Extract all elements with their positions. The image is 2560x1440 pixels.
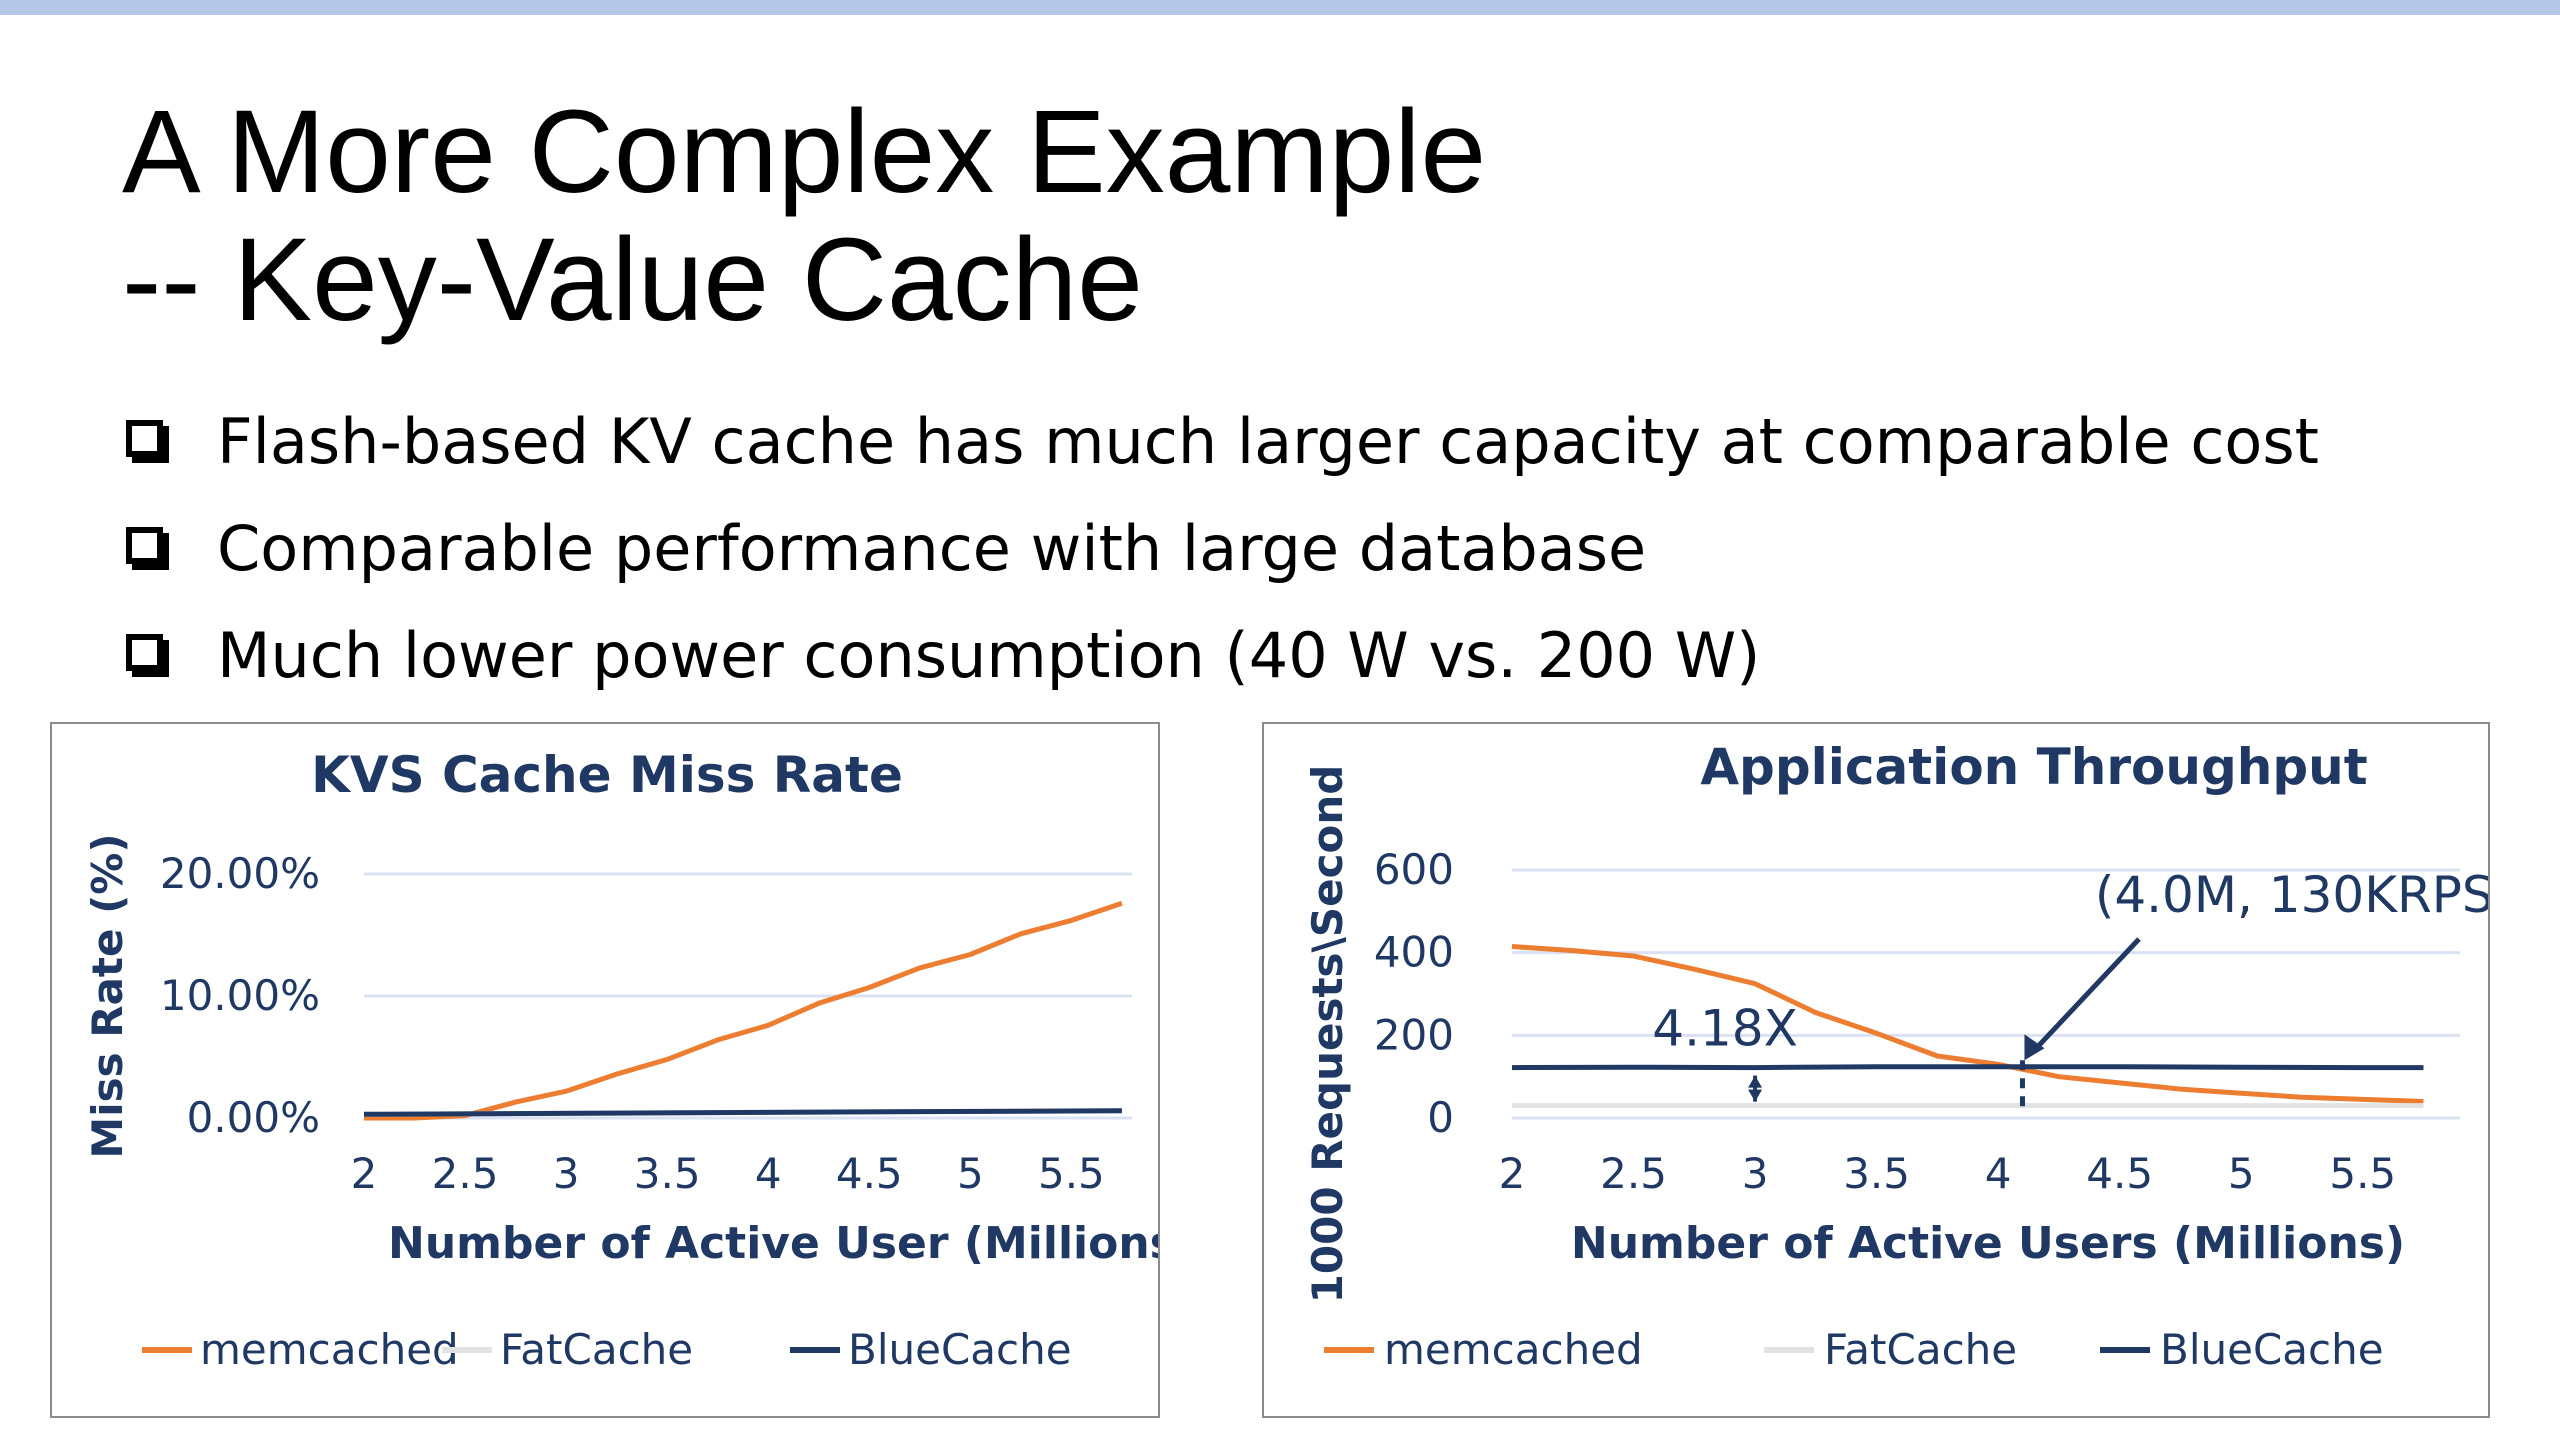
checkbox-bullet-icon: [126, 634, 163, 671]
bullet-item: Much lower power consumption (40 W vs. 2…: [126, 602, 2319, 709]
throughput-chart: Application Throughput 0 200 400 600 2 2.5 3 3.5…: [1262, 722, 2490, 1418]
x-tick-label: 4.5: [2086, 1149, 2153, 1198]
annotation-label: 4.18X: [1652, 1000, 1798, 1058]
bullet-text: Flash-based KV cache has much larger cap…: [217, 405, 2319, 478]
y-tick-label: 0.00%: [187, 1093, 320, 1142]
annotation-gap-arrow-down: [1748, 1089, 1763, 1102]
y-tick-label: 0: [1427, 1093, 1454, 1142]
x-axis-label: Number of Active User (Millions): [388, 1218, 1158, 1269]
x-tick-label: 3.5: [1843, 1149, 1910, 1198]
throughput-chart-svg: Application Throughput 0 200 400 600 2 2.5 3 3.5…: [1303, 738, 2488, 1374]
x-axis-label: Number of Active Users (Millions): [1571, 1218, 2405, 1269]
x-tick-label: 5.5: [2329, 1149, 2396, 1198]
annotation-label: (4.0M, 130KRPS): [2095, 866, 2488, 924]
legend-label: memcached: [1384, 1325, 1643, 1374]
y-tick-label: 400: [1374, 928, 1454, 977]
x-tick-label: 2: [351, 1149, 378, 1198]
series-line-bluecache: [363, 1108, 1122, 1117]
slide-title: A More Complex Example -- Key-Value Cach…: [122, 88, 1486, 344]
legend-label: FatCache: [500, 1325, 693, 1374]
y-tick-label: 10.00%: [160, 971, 320, 1020]
y-tick-label: 20.00%: [160, 849, 320, 898]
y-axis-label: 1000 Requests\Second: [1303, 765, 1352, 1304]
series-line-memcached: [1511, 944, 2424, 1104]
x-tick-label: 4.5: [836, 1149, 903, 1198]
y-tick-label: 200: [1374, 1010, 1454, 1059]
x-tick-label: 2.5: [1600, 1149, 1667, 1198]
accent-bar: [0, 0, 2560, 15]
series-line-memcached: [364, 900, 1123, 1121]
y-axis-label: Miss Rate (%): [83, 833, 132, 1158]
x-tick-label: 4: [755, 1149, 782, 1198]
y-tick-label: 600: [1374, 845, 1454, 894]
miss-rate-chart-svg: KVS Cache Miss Rate 0.00% 10.00% 20.00% 2 2.5…: [83, 746, 1158, 1374]
legend-label: BlueCache: [2160, 1325, 2384, 1374]
checkbox-bullet-icon: [126, 420, 163, 457]
x-tick-label: 5: [957, 1149, 984, 1198]
bullet-text: Comparable performance with large databa…: [217, 512, 1647, 585]
bullet-text: Much lower power consumption (40 W vs. 2…: [217, 619, 1761, 692]
x-tick-label: 2.5: [432, 1149, 499, 1198]
x-tick-label: 3.5: [634, 1149, 701, 1198]
legend-label: FatCache: [1824, 1325, 2017, 1374]
x-tick-label: 5.5: [1038, 1149, 1105, 1198]
x-tick-label: 3: [553, 1149, 580, 1198]
annotation-arrowhead: [2024, 1034, 2045, 1061]
chart-title: Application Throughput: [1700, 738, 2367, 796]
x-tick-label: 3: [1742, 1149, 1769, 1198]
miss-rate-chart: KVS Cache Miss Rate 0.00% 10.00% 20.00% 2 2.5…: [50, 722, 1160, 1418]
title-line-1: A More Complex Example: [122, 86, 1487, 218]
x-tick-label: 4: [1985, 1149, 2012, 1198]
x-tick-label: 5: [2228, 1149, 2255, 1198]
legend-label: BlueCache: [848, 1325, 1072, 1374]
bullet-item: Flash-based KV cache has much larger cap…: [126, 388, 2319, 495]
checkbox-bullet-icon: [126, 527, 163, 564]
legend-label: memcached: [200, 1325, 459, 1374]
chart-title: KVS Cache Miss Rate: [311, 746, 903, 804]
annotation-gap-arrow-up: [1748, 1075, 1763, 1088]
title-line-2: -- Key-Value Cache: [122, 214, 1143, 346]
annotation-arrow-line: [2030, 937, 2141, 1054]
bullet-list: Flash-based KV cache has much larger cap…: [126, 388, 2319, 709]
x-tick-label: 2: [1499, 1149, 1526, 1198]
bullet-item: Comparable performance with large databa…: [126, 495, 2319, 602]
series-line-bluecache: [1511, 1064, 2424, 1071]
